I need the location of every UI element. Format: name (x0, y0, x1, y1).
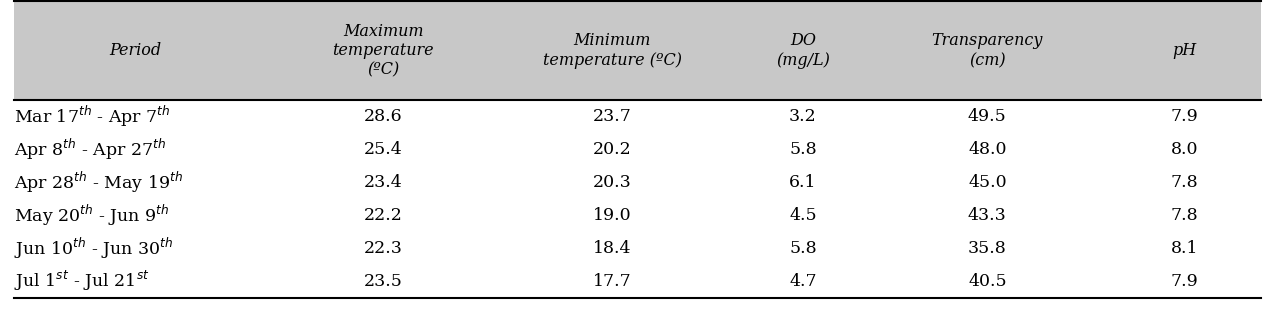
Text: pH: pH (1173, 42, 1197, 59)
Text: 6.1: 6.1 (789, 174, 817, 191)
Text: 40.5: 40.5 (968, 273, 1007, 290)
Text: 48.0: 48.0 (968, 141, 1006, 158)
Text: May 20$^{th}$ - Jun 9$^{th}$: May 20$^{th}$ - Jun 9$^{th}$ (14, 203, 170, 228)
Text: 25.4: 25.4 (363, 141, 403, 158)
Text: 4.5: 4.5 (789, 207, 817, 224)
Text: 7.9: 7.9 (1170, 273, 1198, 290)
Text: Maximum
temperature
(ºC): Maximum temperature (ºC) (333, 23, 434, 79)
Text: 17.7: 17.7 (593, 273, 631, 290)
Text: Transparency
(cm): Transparency (cm) (932, 32, 1043, 69)
Bar (14, 1, 1261, 100)
Text: 20.3: 20.3 (593, 174, 631, 191)
Text: 23.5: 23.5 (363, 273, 403, 290)
Text: 7.8: 7.8 (1170, 207, 1198, 224)
Text: Apr 28$^{th}$ - May 19$^{th}$: Apr 28$^{th}$ - May 19$^{th}$ (14, 170, 184, 195)
Text: 7.9: 7.9 (1170, 108, 1198, 125)
Text: 5.8: 5.8 (789, 240, 817, 257)
Text: 23.7: 23.7 (593, 108, 631, 125)
Text: 28.6: 28.6 (363, 108, 403, 125)
Bar (14, 100, 1261, 298)
Text: Mar 17$^{th}$ - Apr 7$^{th}$: Mar 17$^{th}$ - Apr 7$^{th}$ (14, 104, 171, 129)
Text: 22.3: 22.3 (363, 240, 403, 257)
Text: 19.0: 19.0 (593, 207, 631, 224)
Text: 23.4: 23.4 (363, 174, 403, 191)
Text: 49.5: 49.5 (968, 108, 1007, 125)
Text: 35.8: 35.8 (968, 240, 1007, 257)
Text: 7.8: 7.8 (1170, 174, 1198, 191)
Text: 22.2: 22.2 (363, 207, 403, 224)
Text: Jun 10$^{th}$ - Jun 30$^{th}$: Jun 10$^{th}$ - Jun 30$^{th}$ (14, 236, 173, 261)
Text: Apr 8$^{th}$ - Apr 27$^{th}$: Apr 8$^{th}$ - Apr 27$^{th}$ (14, 137, 166, 162)
Text: 3.2: 3.2 (789, 108, 817, 125)
Text: 8.1: 8.1 (1170, 240, 1198, 257)
Text: 4.7: 4.7 (789, 273, 817, 290)
Text: 5.8: 5.8 (789, 141, 817, 158)
Text: 8.0: 8.0 (1170, 141, 1198, 158)
Text: Jul 1$^{st}$ - Jul 21$^{st}$: Jul 1$^{st}$ - Jul 21$^{st}$ (14, 269, 149, 294)
Text: 43.3: 43.3 (968, 207, 1007, 224)
Text: Period: Period (108, 42, 161, 59)
Text: 18.4: 18.4 (593, 240, 631, 257)
Text: 20.2: 20.2 (593, 141, 631, 158)
Text: Minimum
temperature (ºC): Minimum temperature (ºC) (543, 32, 682, 69)
Text: DO
(mg/L): DO (mg/L) (776, 32, 830, 69)
Text: 45.0: 45.0 (968, 174, 1007, 191)
